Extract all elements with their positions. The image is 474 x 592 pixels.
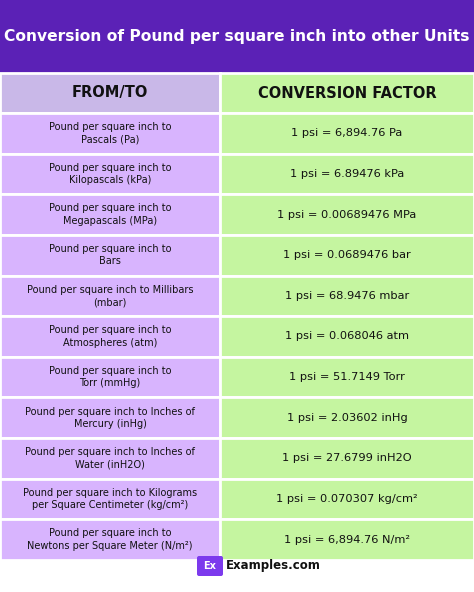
Bar xyxy=(0,519,220,560)
Bar xyxy=(0,438,220,479)
Bar xyxy=(220,154,474,194)
Bar xyxy=(0,194,220,235)
Bar xyxy=(0,397,220,438)
FancyBboxPatch shape xyxy=(197,556,223,576)
Text: FROM/TO: FROM/TO xyxy=(72,85,148,101)
Text: Pound per square inch to Inches of
Mercury (inHg): Pound per square inch to Inches of Mercu… xyxy=(25,407,195,429)
Text: 1 psi = 2.03602 inHg: 1 psi = 2.03602 inHg xyxy=(287,413,407,423)
Text: Ex: Ex xyxy=(203,561,217,571)
Text: Pound per square inch to
Atmospheres (atm): Pound per square inch to Atmospheres (at… xyxy=(49,325,171,348)
Text: 1 psi = 6,894.76 N/m²: 1 psi = 6,894.76 N/m² xyxy=(284,535,410,545)
Bar xyxy=(220,519,474,560)
Bar xyxy=(0,154,220,194)
Text: Examples.com: Examples.com xyxy=(226,559,321,572)
Bar xyxy=(220,438,474,479)
Bar xyxy=(220,235,474,275)
Bar xyxy=(220,316,474,357)
Bar xyxy=(220,113,474,154)
Text: 1 psi = 0.070307 kg/cm²: 1 psi = 0.070307 kg/cm² xyxy=(276,494,418,504)
Text: 1 psi = 0.0689476 bar: 1 psi = 0.0689476 bar xyxy=(283,250,411,260)
Text: Pound per square inch to
Megapascals (MPa): Pound per square inch to Megapascals (MP… xyxy=(49,204,171,226)
Text: Pound per square inch to Millibars
(mbar): Pound per square inch to Millibars (mbar… xyxy=(27,285,193,307)
Bar xyxy=(0,316,220,357)
Text: Pound per square inch to
Newtons per Square Meter (N/m²): Pound per square inch to Newtons per Squ… xyxy=(27,529,193,551)
Bar xyxy=(220,73,474,113)
Text: Pound per square inch to
Pascals (Pa): Pound per square inch to Pascals (Pa) xyxy=(49,122,171,144)
Text: Pound per square inch to
Bars: Pound per square inch to Bars xyxy=(49,244,171,266)
Bar xyxy=(0,235,220,275)
Text: Pound per square inch to Inches of
Water (inH2O): Pound per square inch to Inches of Water… xyxy=(25,447,195,469)
Text: Conversion of Pound per square inch into other Units: Conversion of Pound per square inch into… xyxy=(4,29,470,44)
Text: 1 psi = 27.6799 inH2O: 1 psi = 27.6799 inH2O xyxy=(282,453,412,464)
Bar xyxy=(0,275,220,316)
Bar xyxy=(0,479,220,519)
Text: CONVERSION FACTOR: CONVERSION FACTOR xyxy=(258,85,436,101)
Bar xyxy=(0,0,474,73)
Text: Pound per square inch to
Torr (mmHg): Pound per square inch to Torr (mmHg) xyxy=(49,366,171,388)
Text: Pound per square inch to Kilograms
per Square Centimeter (kg/cm²): Pound per square inch to Kilograms per S… xyxy=(23,488,197,510)
Bar xyxy=(220,397,474,438)
Text: Pound per square inch to
Kilopascals (kPa): Pound per square inch to Kilopascals (kP… xyxy=(49,163,171,185)
Bar xyxy=(0,113,220,154)
Bar xyxy=(220,194,474,235)
Text: 1 psi = 0.068046 atm: 1 psi = 0.068046 atm xyxy=(285,332,409,342)
Text: 1 psi = 0.00689476 MPa: 1 psi = 0.00689476 MPa xyxy=(277,210,417,220)
Bar xyxy=(0,357,220,397)
Bar xyxy=(220,357,474,397)
Bar xyxy=(220,479,474,519)
Text: 1 psi = 68.9476 mbar: 1 psi = 68.9476 mbar xyxy=(285,291,409,301)
Text: 1 psi = 51.7149 Torr: 1 psi = 51.7149 Torr xyxy=(289,372,405,382)
Bar xyxy=(220,275,474,316)
Bar xyxy=(0,73,220,113)
Text: 1 psi = 6.89476 kPa: 1 psi = 6.89476 kPa xyxy=(290,169,404,179)
Text: 1 psi = 6,894.76 Pa: 1 psi = 6,894.76 Pa xyxy=(292,128,402,139)
